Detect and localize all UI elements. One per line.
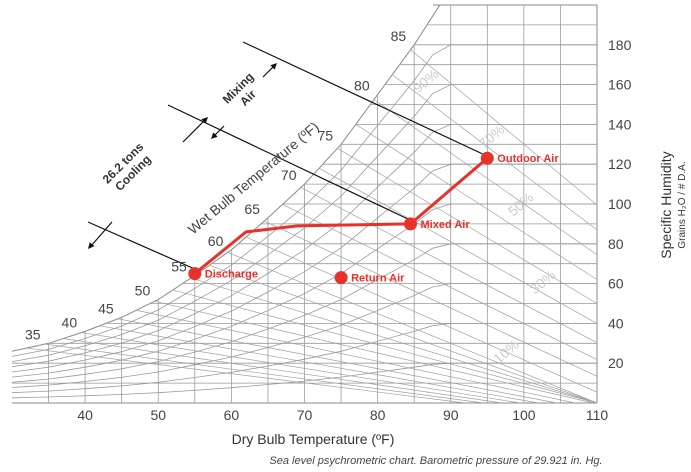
wet-bulb-tick-label: 70	[281, 167, 297, 183]
state-point-label: Discharge	[205, 269, 258, 281]
wet-bulb-gridline	[117, 318, 557, 404]
wet-bulb-tick-label: 80	[354, 78, 370, 94]
y-tick-label: 20	[608, 355, 624, 371]
wet-bulb-gridline	[392, 74, 598, 231]
cooling-arrow-shaft-a	[90, 221, 113, 247]
y-tick-label: 120	[608, 156, 632, 172]
rh-curve	[11, 322, 597, 394]
wet-bulb-gridline	[373, 99, 598, 256]
y-axis-label: Specific Humidity	[658, 151, 674, 258]
x-tick-label: 90	[443, 407, 459, 423]
mixing-arrow-head-b	[270, 63, 277, 70]
rh-curve	[11, 283, 597, 388]
y-tick-label: 140	[608, 116, 632, 132]
wet-bulb-gridline	[81, 332, 521, 404]
process-line	[193, 157, 489, 275]
state-point	[480, 151, 494, 165]
wet-bulb-gridline	[282, 204, 598, 360]
wet-bulb-tick-label: 65	[244, 201, 260, 217]
x-tick-label: 70	[297, 407, 313, 423]
wet-bulb-gridline	[191, 277, 598, 404]
mixing-arrow-shaft-b	[262, 65, 275, 78]
wet-bulb-gridline	[172, 289, 598, 404]
wet-bulb-gridline	[245, 236, 598, 393]
wet-bulb-tick-label: 45	[98, 300, 114, 316]
wet-bulb-tick-label: 85	[391, 28, 407, 44]
wet-bulb-gridline	[26, 347, 466, 404]
y-tick-label: 180	[608, 37, 632, 53]
y-tick-label: 160	[608, 77, 632, 93]
rh-curve	[11, 203, 597, 378]
x-tick-label: 60	[224, 407, 240, 423]
state-point	[188, 267, 202, 281]
wet-bulb-gridline	[136, 309, 576, 404]
rh-curve	[11, 84, 597, 362]
wet-bulb-tick-label: 55	[171, 259, 187, 275]
rh-curve	[11, 124, 597, 368]
rh-curve	[11, 243, 597, 383]
x-tick-label: 50	[150, 407, 166, 423]
rh-curve-label: 70%	[476, 121, 508, 151]
wet-bulb-tick-label: 50	[135, 283, 151, 299]
state-point-label: Outdoor Air	[497, 153, 559, 165]
wet-bulb-gridline	[63, 338, 502, 404]
cooling-arrow-head-a	[88, 242, 95, 249]
x-tick-label: 100	[512, 407, 536, 423]
wet-bulb-gridline	[264, 220, 598, 377]
wet-bulb-gridline	[227, 252, 598, 404]
rh-curve	[11, 44, 597, 357]
mixed-dim-line	[167, 104, 411, 221]
state-point	[334, 271, 348, 285]
state-point-label: Mixed Air	[421, 219, 471, 231]
mixing-arrow-shaft-a	[213, 125, 225, 137]
wet-bulb-gridline	[410, 49, 598, 206]
wet-bulb-gridline	[318, 167, 598, 324]
x-tick-label: 40	[77, 407, 93, 423]
state-point	[404, 217, 417, 231]
saturation-curve	[11, 4, 441, 352]
y-tick-label: 100	[608, 196, 632, 212]
state-point-label: Return Air	[351, 273, 405, 285]
y-axis-sublabel: Grains H₂O / # D.A.	[677, 161, 688, 248]
rh-curve-label: 10%	[490, 336, 522, 366]
cooling-arrow-shaft-b	[182, 119, 206, 143]
cooling-arrow-head-b	[201, 117, 208, 124]
rh-curve-label: 30%	[527, 267, 559, 297]
wet-bulb-gridline	[337, 147, 598, 304]
wet-bulb-gridline	[44, 343, 484, 404]
wet-bulb-ticks: 35 40 45 50 55 60 65 70 75 80 85	[25, 28, 407, 342]
wet-bulb-gridline	[355, 124, 598, 280]
wet-bulb-tick-label: 35	[25, 326, 41, 342]
x-tick-label: 110	[586, 407, 609, 423]
axis-ticks: 40 50 60 70 80 90 100 110 20 40 60 80 100 120 140 160 18…	[77, 37, 631, 423]
outdoor-dim-line	[242, 41, 488, 157]
rh-curve	[11, 163, 597, 373]
discharge-dim-line	[87, 221, 198, 271]
wet-bulb-gridline	[99, 325, 539, 404]
process-line-group: Discharge Return Air Mixed Air Outdoor Air	[188, 151, 559, 285]
wet-bulb-axis-label: Wet Bulb Temperature (ºF)	[185, 119, 322, 238]
y-tick-label: 60	[608, 276, 624, 292]
wet-bulb-tick-label: 40	[62, 314, 78, 330]
wet-bulb-gridline	[300, 187, 598, 344]
mixing-arrow-head-a	[211, 132, 218, 139]
wet-bulb-gridline	[154, 300, 594, 404]
wet-bulb-tick-label: 75	[317, 127, 333, 143]
x-axis-label: Dry Bulb Temperature (ºF)	[232, 431, 395, 447]
wet-bulb-gridline	[209, 264, 598, 404]
wet-bulb-tick-label: 60	[208, 233, 224, 249]
y-tick-label: 40	[608, 315, 624, 331]
dimension-lines	[87, 41, 488, 271]
y-tick-label: 80	[608, 236, 624, 252]
chart-caption: Sea level psychrometric chart. Barometri…	[269, 455, 602, 467]
x-tick-label: 80	[370, 407, 386, 423]
